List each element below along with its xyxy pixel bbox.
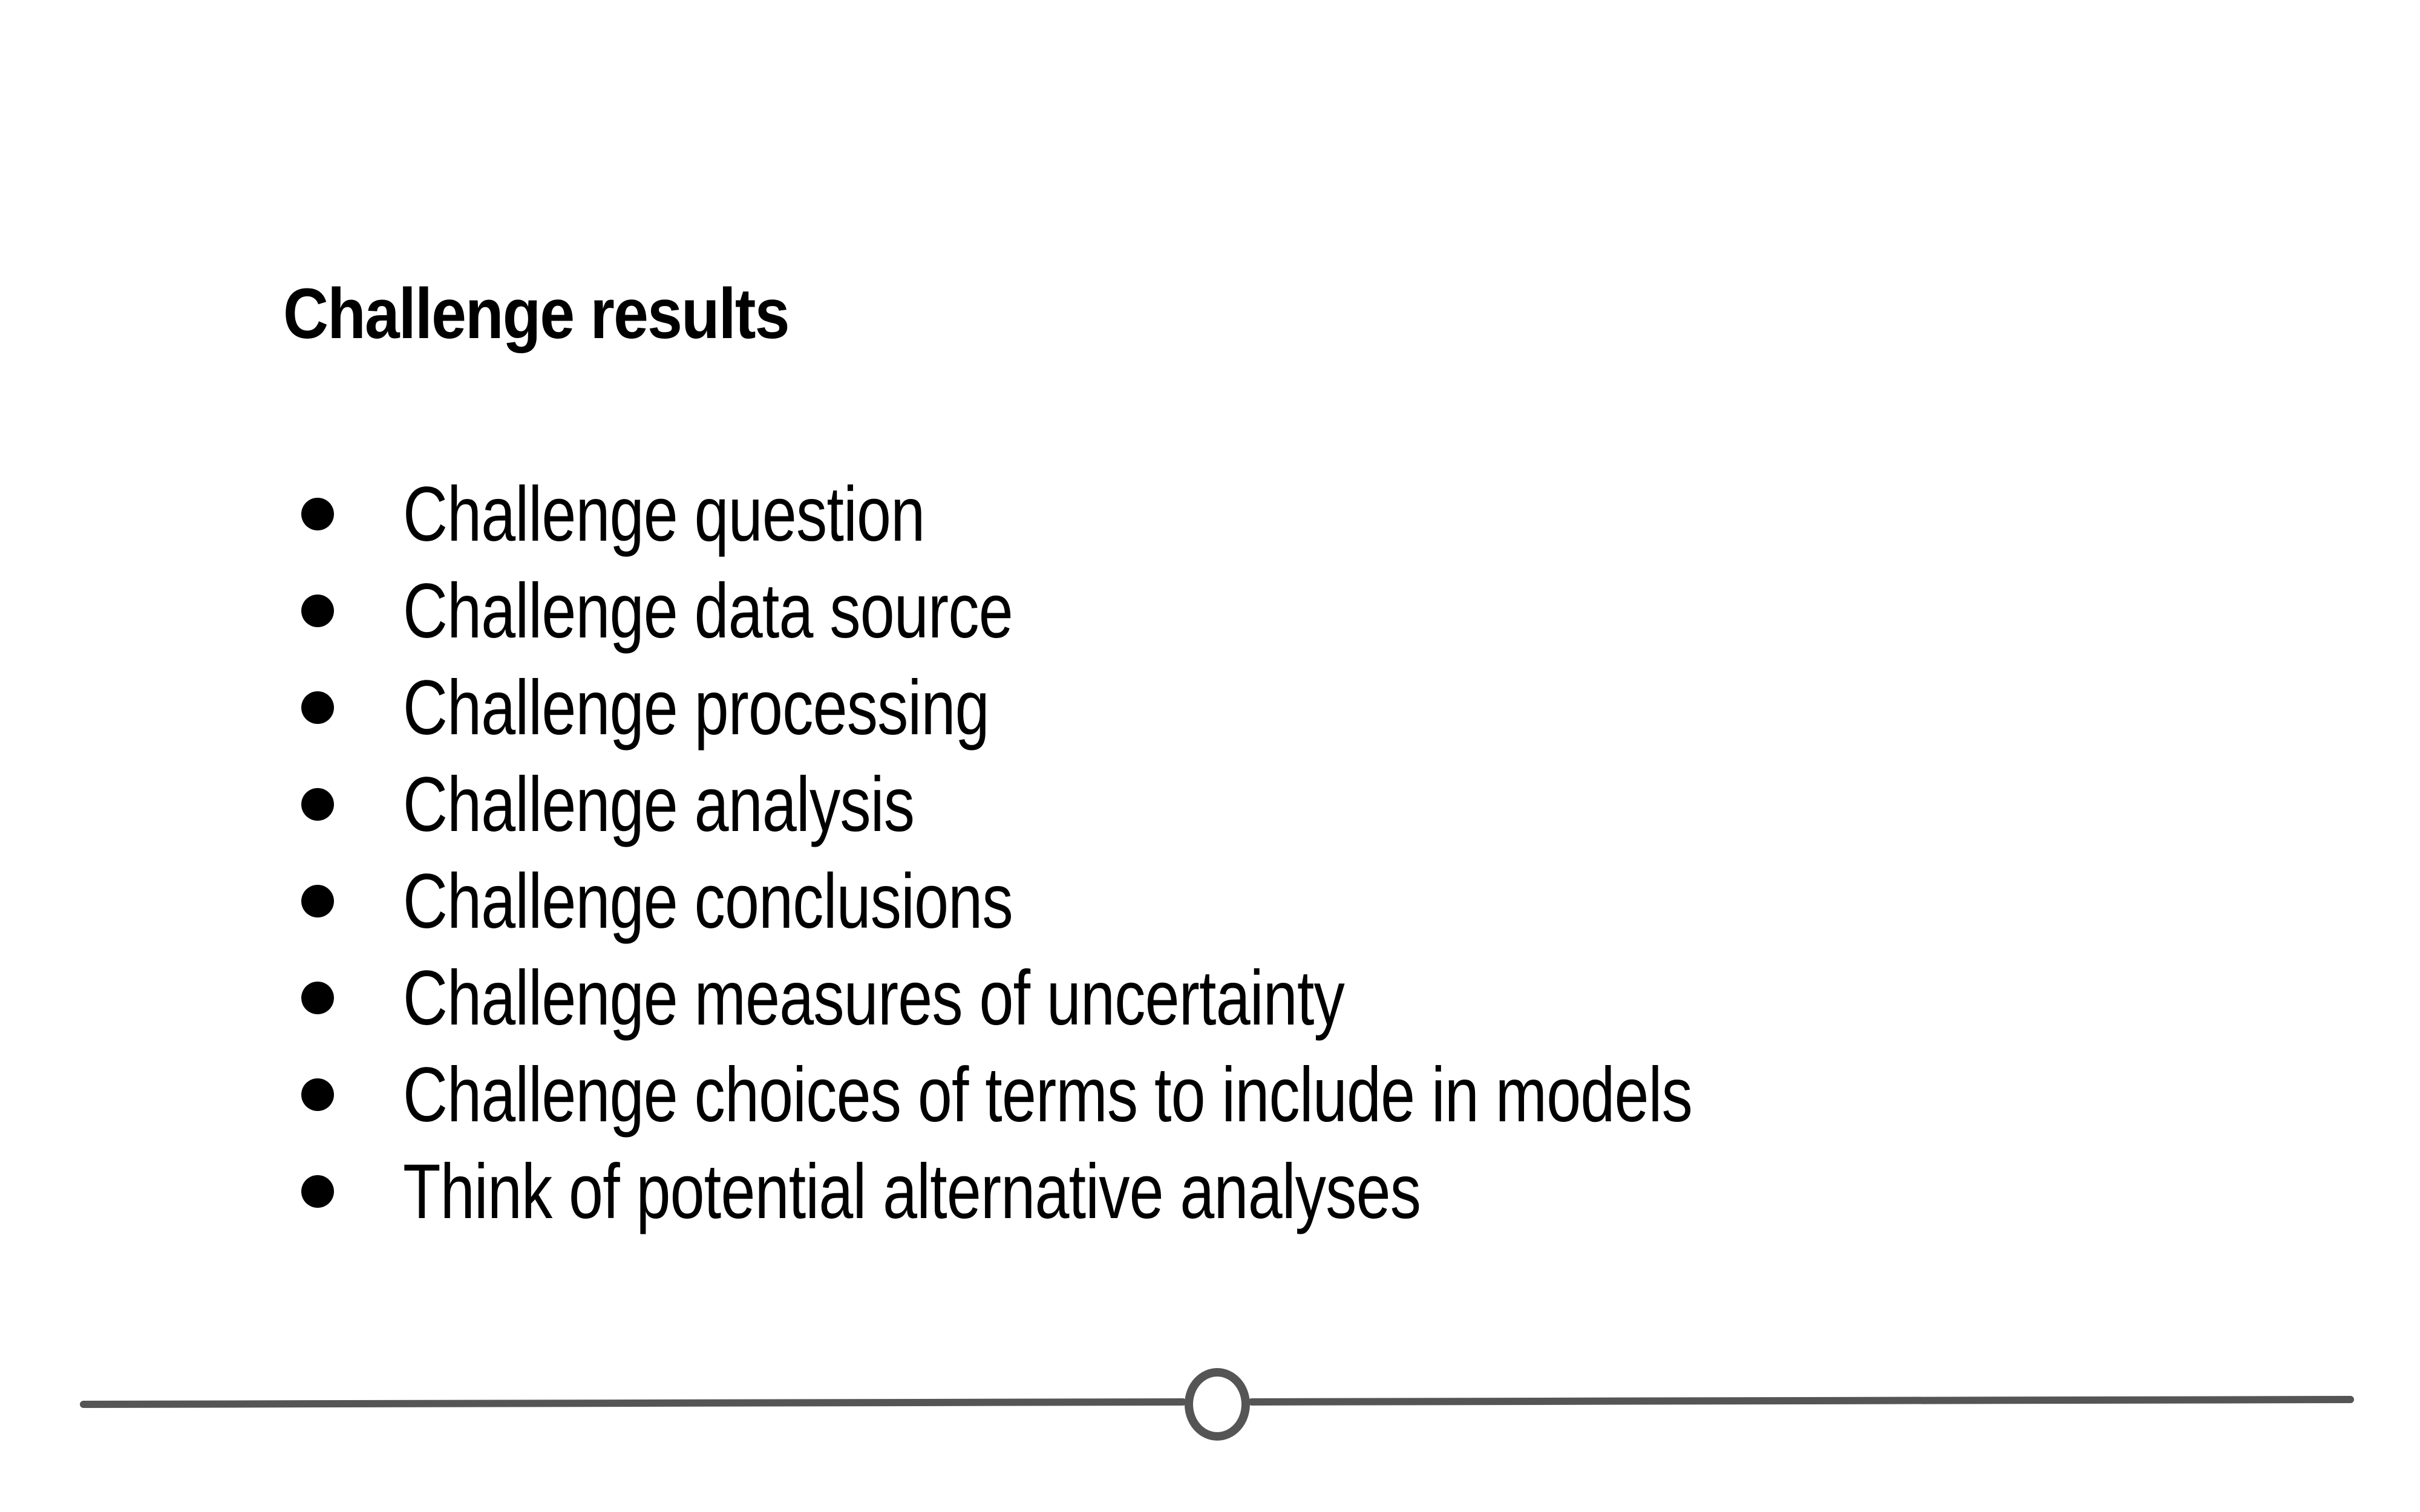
list-item-text: Challenge question	[403, 471, 925, 558]
list-item: Challenge data source	[283, 562, 2015, 659]
bullet-dot-icon	[301, 788, 334, 821]
bullet-dot-icon	[301, 982, 334, 1014]
list-item-text: Think of potential alternative analyses	[403, 1148, 1421, 1235]
timeline-divider	[80, 1368, 2354, 1441]
list-item: Challenge processing	[283, 659, 2015, 756]
list-item: Challenge measures of uncertainty	[283, 950, 2015, 1046]
list-item-text: Challenge choices of terms to include in…	[403, 1051, 1693, 1138]
list-item-text: Challenge measures of uncertainty	[403, 954, 1345, 1041]
slide-title: Challenge results	[283, 274, 790, 354]
bullet-dot-icon	[301, 1078, 334, 1111]
list-item-text: Challenge analysis	[403, 761, 915, 848]
bullet-dot-icon	[301, 595, 334, 627]
list-item: Challenge choices of terms to include in…	[283, 1046, 2015, 1143]
bullet-dot-icon	[301, 498, 334, 530]
list-item-text: Challenge data source	[403, 567, 1013, 654]
circle-marker-icon	[1185, 1368, 1250, 1441]
list-item-text: Challenge processing	[403, 664, 990, 751]
bullet-dot-icon	[301, 691, 334, 724]
bullet-dot-icon	[301, 1175, 334, 1208]
list-item: Challenge conclusions	[283, 853, 2015, 950]
timeline-line-right	[1248, 1396, 2354, 1406]
bullet-list: Challenge question Challenge data source…	[283, 466, 2015, 1240]
list-item: Challenge analysis	[283, 756, 2015, 853]
list-item: Think of potential alternative analyses	[283, 1143, 2015, 1240]
list-item: Challenge question	[283, 466, 2015, 562]
bullet-dot-icon	[301, 885, 334, 917]
timeline-line-left	[80, 1398, 1186, 1408]
list-item-text: Challenge conclusions	[403, 858, 1013, 945]
